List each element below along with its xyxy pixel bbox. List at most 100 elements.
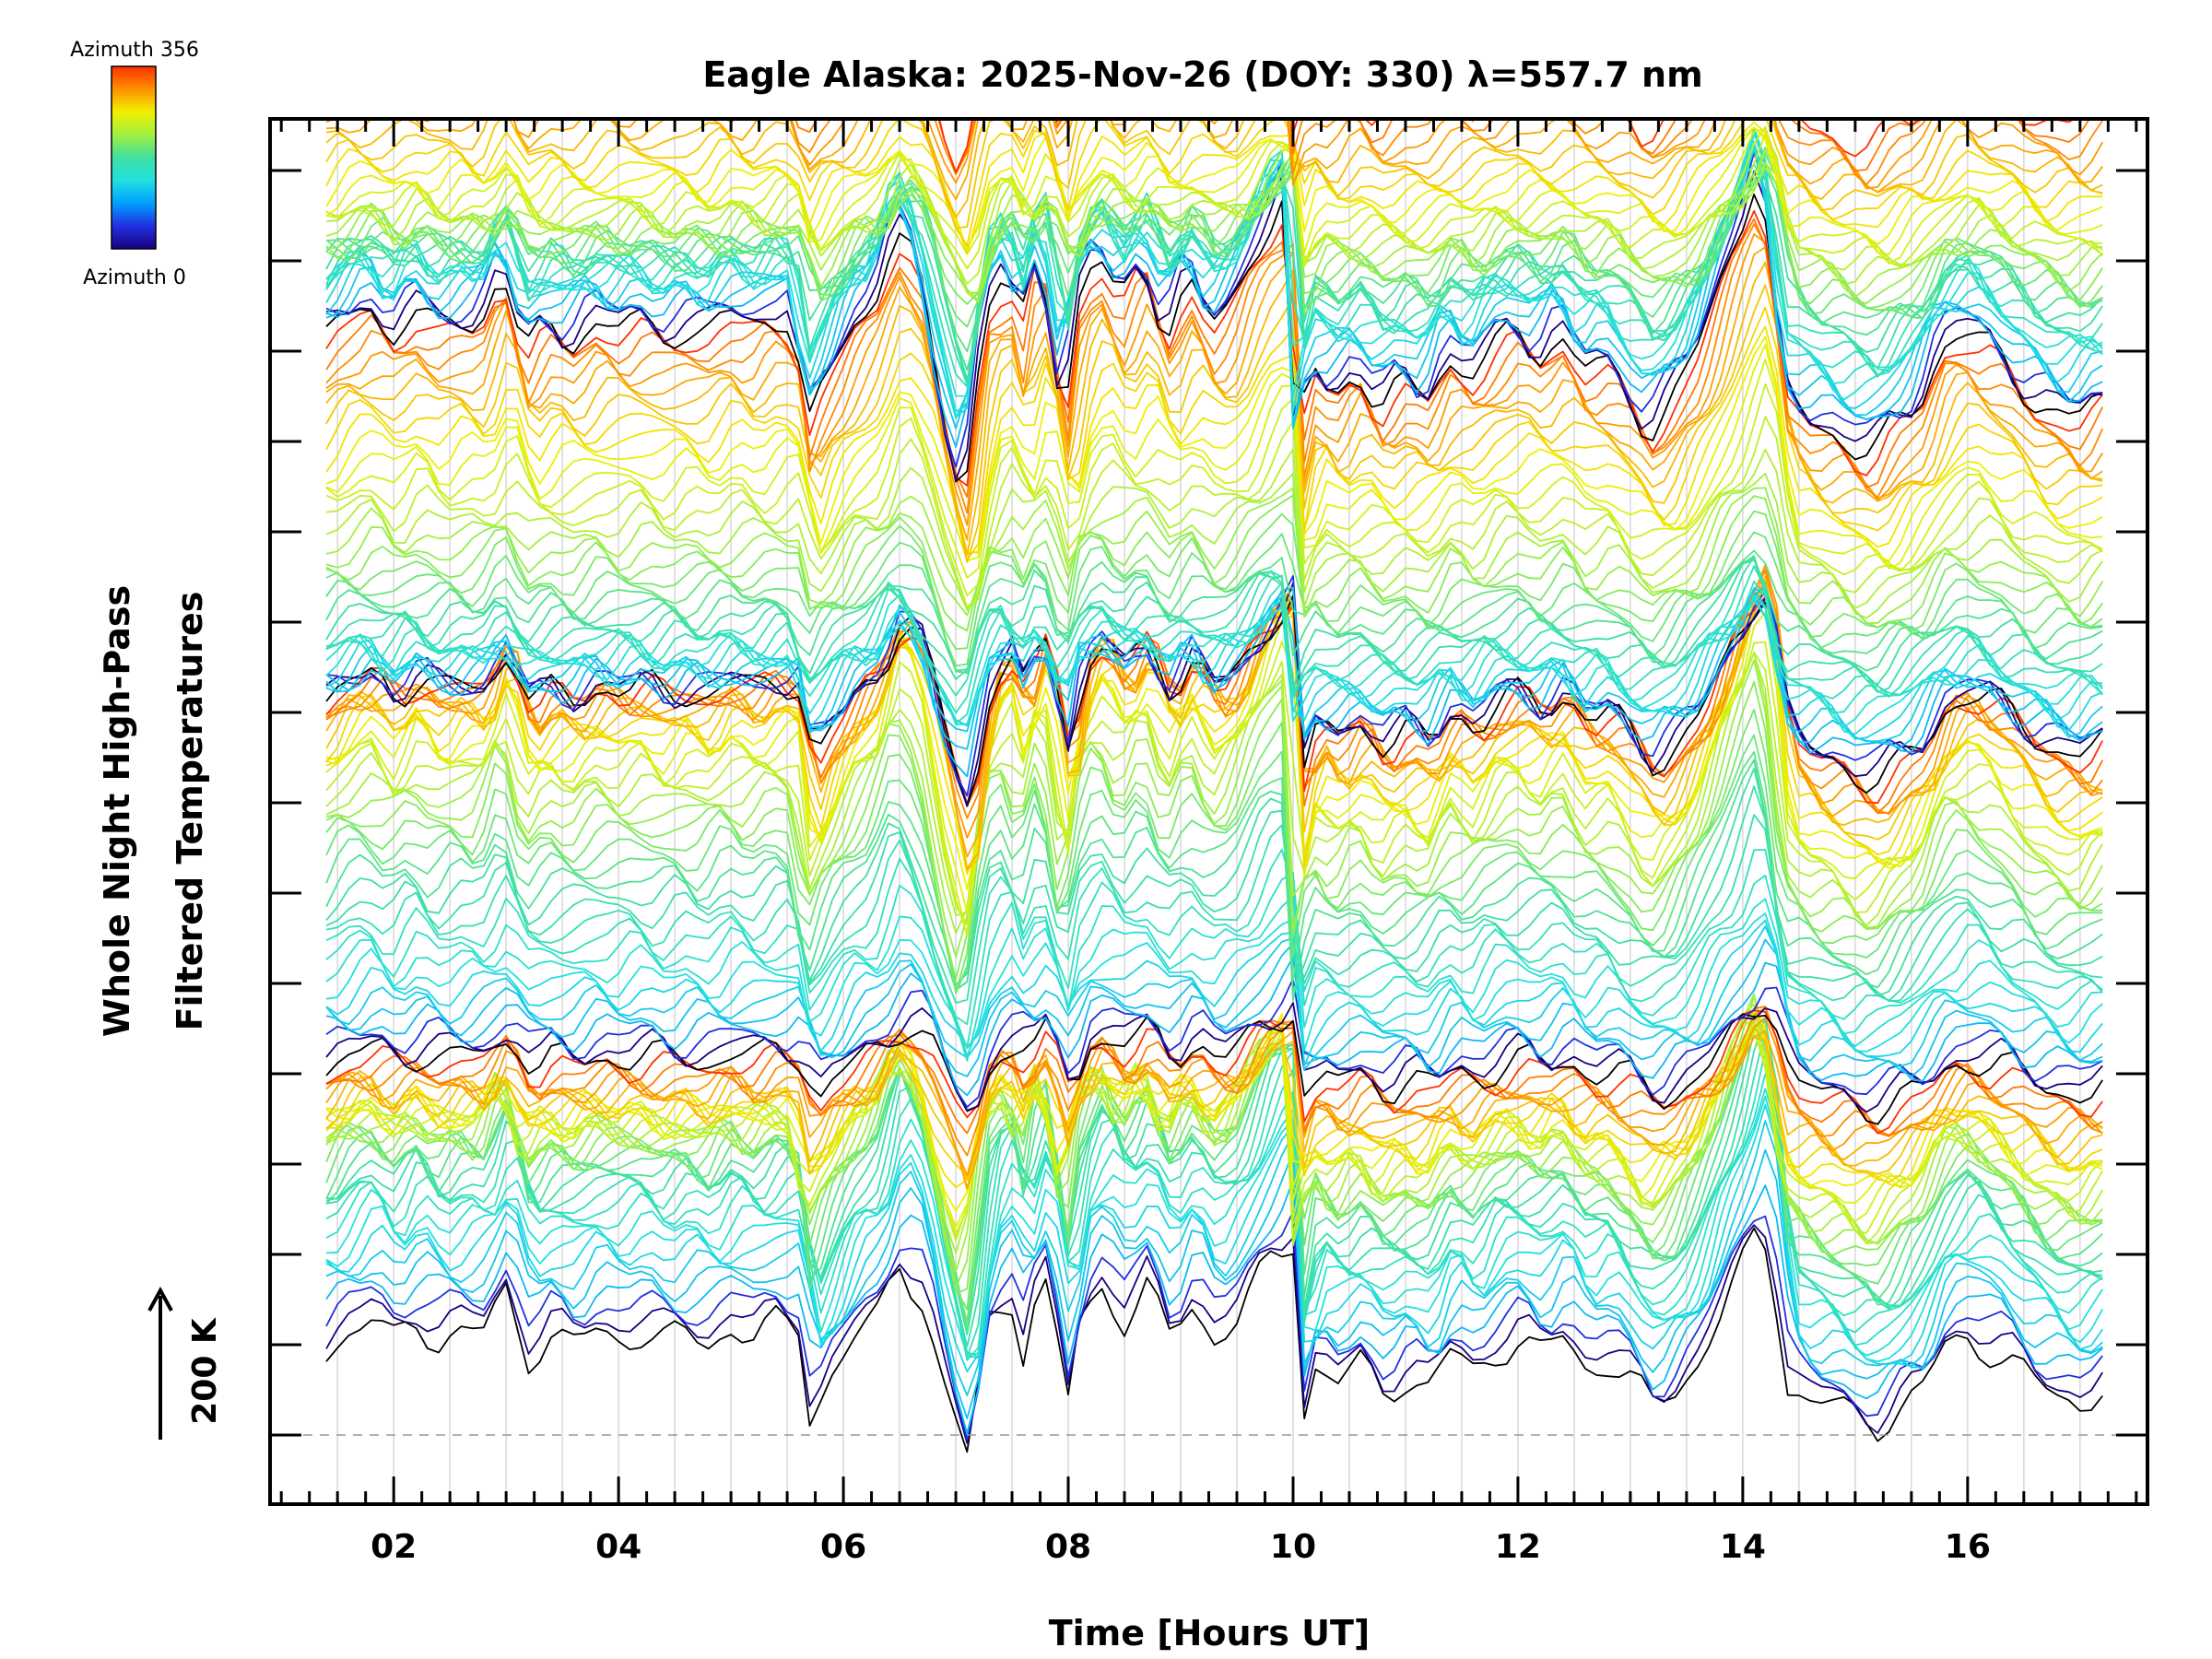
temperature-trace — [325, 1013, 2103, 1125]
temperature-trace — [325, 555, 2103, 698]
temperature-trace — [325, 759, 2103, 1001]
temperature-trace — [325, 1003, 2103, 1254]
temperature-trace — [325, 162, 2103, 303]
temperature-trace — [325, 359, 2103, 579]
temperature-trace — [325, 140, 2103, 418]
axis-ticks — [270, 119, 2147, 1504]
temperature-trace — [325, 586, 2103, 778]
x-tick-label: 12 — [1495, 1528, 1541, 1566]
temperature-trace — [325, 218, 2104, 499]
temperature-trace — [325, 1095, 2103, 1362]
colorbar-top-label: Azimuth 356 — [70, 39, 199, 62]
x-tick-label: 02 — [371, 1528, 417, 1566]
temperature-trace — [325, 494, 2103, 632]
y-axis-label-line1: Whole Night High-Pass — [97, 585, 137, 1037]
temperature-trace — [325, 1210, 2103, 1441]
temperature-trace — [325, 126, 2103, 255]
temperature-trace — [325, 160, 2103, 310]
y-axis-label-line2: Filtered Temperatures — [170, 592, 210, 1031]
x-tick-label: 08 — [1045, 1528, 1091, 1566]
temperature-traces — [325, 119, 2104, 1453]
temperature-trace — [515, 119, 2103, 186]
temperature-trace — [794, 119, 2091, 174]
temperature-trace — [325, 306, 2103, 561]
temperature-trace — [325, 589, 2103, 743]
temperature-trace — [325, 925, 2103, 1071]
x-tick-label: 16 — [1945, 1528, 1991, 1566]
temperature-trace — [325, 848, 2103, 1048]
temperature-trace — [325, 472, 2103, 619]
temperature-trace — [325, 599, 2103, 735]
temperature-trace — [325, 335, 2103, 562]
temperature-trace — [325, 1009, 2103, 1189]
temperature-trace — [325, 580, 2103, 877]
temperature-trace — [325, 119, 2103, 247]
temperature-trace — [325, 1103, 2103, 1372]
temperature-trace — [325, 1022, 2103, 1333]
temperature-trace — [325, 1006, 2103, 1157]
temperature-trace — [325, 126, 2103, 252]
temperature-trace — [325, 142, 2103, 448]
temperature-trace — [325, 596, 2103, 740]
temperature-trace — [325, 261, 2103, 556]
temperature-trace — [325, 751, 2103, 989]
x-tick-label: 06 — [820, 1528, 866, 1566]
temperature-trace — [325, 1224, 2103, 1444]
temperature-trace — [325, 142, 2103, 429]
temperature-trace — [325, 659, 2103, 958]
temperature-trace — [325, 167, 2103, 304]
temperature-trace — [325, 653, 2103, 926]
x-tick-label: 14 — [1720, 1528, 1766, 1566]
temperature-trace — [325, 233, 2103, 526]
temperature-trace — [325, 652, 2103, 935]
temperature-trace — [325, 1030, 2103, 1237]
temperature-trace — [325, 487, 2103, 624]
temperature-trace — [325, 977, 2103, 1108]
temperature-trace — [325, 993, 2103, 1273]
temperature-trace — [325, 1002, 2103, 1113]
temperature-trace — [325, 448, 2103, 611]
temperature-trace — [325, 582, 2103, 814]
temperature-trace — [325, 151, 2103, 468]
temperature-trace — [325, 580, 2103, 890]
temperature-trace — [325, 814, 2103, 1026]
temperature-trace — [325, 125, 2103, 270]
temperature-trace — [325, 132, 2103, 413]
temperature-trace — [325, 938, 2103, 1077]
temperature-trace — [325, 582, 2103, 871]
temperature-trace — [325, 119, 2103, 190]
temperature-trace — [325, 344, 2103, 570]
scale-bar-label: 200 K — [186, 1317, 224, 1425]
temperature-trace — [325, 1009, 2103, 1135]
temperature-trace — [325, 785, 2103, 1004]
temperature-trace — [325, 1015, 2103, 1183]
temperature-trace — [325, 126, 2103, 397]
temperature-trace — [325, 1148, 2103, 1419]
temperature-trace — [325, 641, 2103, 936]
temperature-trace — [325, 919, 2103, 1066]
temperature-trace — [938, 119, 2077, 173]
x-tick-label: 10 — [1270, 1528, 1316, 1566]
temperature-trace — [325, 149, 2103, 353]
colorbar — [111, 65, 157, 250]
temperature-trace — [325, 1088, 2103, 1359]
chart-title: Eagle Alaska: 2025-Nov-26 (DOY: 330) λ=5… — [702, 54, 1702, 95]
temperature-trace — [325, 558, 2103, 691]
temperature-trace — [325, 995, 2103, 1288]
temperature-trace — [325, 872, 2103, 1062]
temperature-trace — [325, 1073, 2103, 1359]
temperature-trace — [325, 895, 2103, 1057]
temperature-trace — [325, 1022, 2103, 1330]
x-tick-label: 04 — [595, 1528, 641, 1566]
temperature-trace — [325, 416, 2103, 608]
temperature-trace — [325, 223, 2104, 514]
temperature-trace — [325, 119, 2103, 201]
colorbar-bottom-label: Azimuth 0 — [83, 266, 186, 289]
temperature-trace — [325, 1036, 2103, 1191]
temperature-trace — [325, 599, 2103, 936]
temperature-trace — [325, 1018, 2103, 1244]
temperature-trace — [325, 382, 2103, 597]
temperature-trace — [325, 1006, 2103, 1137]
temperature-trace — [325, 912, 2103, 1053]
